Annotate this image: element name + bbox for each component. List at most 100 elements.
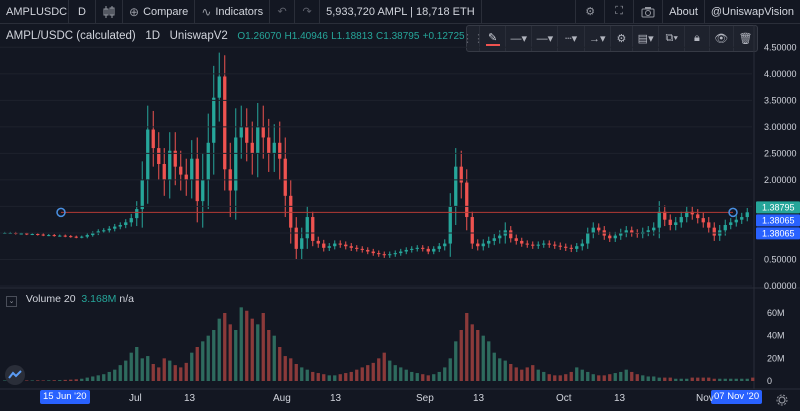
candle-body xyxy=(179,166,183,175)
about-link[interactable]: About xyxy=(662,0,704,23)
compare-button[interactable]: ⊕ Compare xyxy=(123,0,196,23)
line-width-button[interactable]: —▾ xyxy=(532,26,559,51)
price-tick-label: 4.00000 xyxy=(764,69,797,79)
range-end-label: 07 Nov '20 xyxy=(711,390,763,404)
candle-body xyxy=(707,222,711,228)
extend-button[interactable]: →▾ xyxy=(585,26,611,51)
volume-bar xyxy=(509,364,513,381)
volume-bar xyxy=(410,371,414,381)
candle-body xyxy=(663,211,667,220)
candle-body xyxy=(151,129,155,149)
volume-bar xyxy=(415,373,419,381)
volume-bar xyxy=(751,377,755,381)
candle-body xyxy=(652,227,656,231)
fullscreen-icon: ⛶ xyxy=(615,5,623,17)
chart-legend: AMPL/USDC (calculated) 1D UniswapV2 O1.2… xyxy=(6,30,514,42)
volume-bar xyxy=(206,335,210,381)
time-tick-label: 13 xyxy=(330,393,342,404)
candle-body xyxy=(443,243,447,247)
volume-bar xyxy=(547,374,551,381)
candle-body xyxy=(322,243,326,248)
candle-body xyxy=(712,227,716,236)
clone-button[interactable]: ⧉▾ xyxy=(659,26,686,51)
volume-bar xyxy=(492,352,496,381)
volume-bar xyxy=(96,375,100,381)
gear-icon[interactable] xyxy=(776,394,788,406)
time-tick-label: 13 xyxy=(184,393,196,404)
volume-bar xyxy=(575,367,579,381)
camera-icon xyxy=(641,6,655,17)
chart-type-button[interactable] xyxy=(96,0,123,23)
candle-body xyxy=(690,211,694,215)
fullscreen-button[interactable]: ⛶ xyxy=(604,0,633,23)
candle-body xyxy=(635,232,639,235)
candle-body xyxy=(3,232,7,234)
volume-bar xyxy=(294,364,298,381)
candle-body xyxy=(19,233,23,235)
candle-body xyxy=(47,235,51,237)
candle-body xyxy=(184,174,188,180)
candle-body xyxy=(146,129,150,180)
tradingview-logo[interactable] xyxy=(5,365,25,385)
symbol-search[interactable]: AMPLUSDC xyxy=(0,0,69,23)
brand-link[interactable]: @UniswapVision xyxy=(703,0,800,23)
lock-icon: 🔒︎ xyxy=(694,32,700,44)
color-swatch xyxy=(485,44,500,46)
volume-bar xyxy=(745,378,749,381)
candle-body xyxy=(421,247,425,249)
settings-button[interactable]: ⚙ xyxy=(575,0,604,23)
volume-bar xyxy=(344,373,348,381)
candle-body xyxy=(8,232,12,234)
line-width-icon: —▾ xyxy=(536,33,554,45)
drag-handle[interactable]: ⋮⋮ xyxy=(462,26,484,51)
candle-body xyxy=(685,211,689,218)
crosshair-price-label: 1.38065 xyxy=(762,228,795,238)
candle-body xyxy=(294,227,298,249)
template-button[interactable]: ▤▾ xyxy=(633,26,660,51)
volume-bar xyxy=(404,369,408,381)
candle-body xyxy=(212,97,216,143)
crosshair-price-label-bg xyxy=(756,214,800,227)
volume-bar xyxy=(393,365,397,381)
crosshair-price-label-bg xyxy=(756,227,800,240)
volume-bar xyxy=(553,375,557,381)
volume-bar xyxy=(327,375,331,381)
candle-body xyxy=(333,243,337,247)
volume-bar xyxy=(630,371,634,381)
volume-bar xyxy=(80,378,84,381)
candle-body xyxy=(289,195,293,228)
volume-bar xyxy=(140,358,144,381)
line-style-button[interactable]: —▾ xyxy=(506,26,533,51)
undo-button[interactable]: ↶ xyxy=(270,0,296,23)
indicators-button[interactable]: ∿ Indicators xyxy=(195,0,271,23)
line-anchor-left[interactable] xyxy=(56,207,66,218)
volume-bar xyxy=(608,374,612,381)
visibility-button[interactable]: 👁︎ xyxy=(710,26,734,51)
candle-body xyxy=(426,248,430,252)
volume-bar xyxy=(674,378,678,381)
redo-icon: ↷ xyxy=(302,6,312,18)
volume-bar xyxy=(531,365,535,381)
redo-button[interactable]: ↷ xyxy=(295,0,321,23)
interval-selector[interactable]: D xyxy=(69,0,96,23)
lock-button[interactable]: 🔒︎ xyxy=(685,26,710,51)
candle-body xyxy=(344,244,348,247)
range-start-label: 15 Jun '20 xyxy=(40,390,90,404)
volume-bar xyxy=(129,352,133,381)
volume-bar xyxy=(179,367,183,381)
line-anchor-right[interactable] xyxy=(728,207,738,218)
arrow-right-icon: →▾ xyxy=(588,33,606,45)
drawing-settings-button[interactable]: ⚙ xyxy=(611,26,634,51)
volume-bar xyxy=(322,374,326,381)
collapse-icon[interactable]: ⌄ xyxy=(6,296,17,307)
candle-body xyxy=(553,244,557,246)
delete-button[interactable]: 🗑︎ xyxy=(734,26,757,51)
brand-label: @UniswapVision xyxy=(710,5,794,18)
screenshot-button[interactable] xyxy=(633,0,662,23)
pencil-button[interactable]: ✎ xyxy=(480,26,507,51)
volume-bar xyxy=(487,341,491,381)
candle-body xyxy=(355,247,359,249)
dash-style-button[interactable]: ┄▾ xyxy=(558,26,585,51)
last-price-label: 1.38795 xyxy=(762,202,795,212)
